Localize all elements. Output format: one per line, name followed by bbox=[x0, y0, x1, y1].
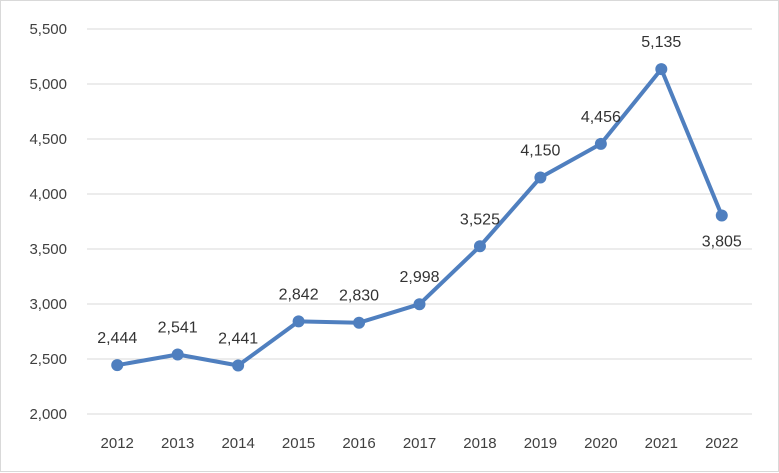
series-line bbox=[115, 67, 724, 368]
data-point bbox=[473, 240, 486, 253]
y-tick-label: 3,000 bbox=[29, 296, 67, 313]
data-point bbox=[292, 315, 305, 328]
data-label: 2,541 bbox=[158, 319, 198, 336]
data-point bbox=[655, 63, 668, 76]
x-tick-label: 2018 bbox=[463, 435, 496, 452]
data-point bbox=[413, 298, 426, 311]
y-tick-label: 5,500 bbox=[29, 21, 67, 38]
data-point bbox=[353, 316, 366, 329]
x-tick-label: 2022 bbox=[705, 435, 738, 452]
x-tick-label: 2021 bbox=[645, 435, 678, 452]
data-point bbox=[171, 348, 184, 361]
x-tick-label: 2020 bbox=[584, 435, 617, 452]
x-tick-label: 2012 bbox=[101, 435, 134, 452]
data-label: 3,805 bbox=[702, 233, 742, 250]
data-point bbox=[232, 359, 245, 372]
data-label: 2,830 bbox=[339, 288, 379, 305]
data-label: 4,456 bbox=[581, 109, 621, 126]
x-tick-label: 2015 bbox=[282, 435, 315, 452]
data-label: 2,998 bbox=[399, 269, 439, 286]
data-point bbox=[715, 209, 728, 222]
data-label: 5,135 bbox=[641, 34, 681, 51]
x-tick-label: 2017 bbox=[403, 435, 436, 452]
data-point bbox=[594, 137, 607, 150]
y-tick-label: 3,500 bbox=[29, 241, 67, 258]
data-label: 2,444 bbox=[97, 330, 137, 347]
x-tick-label: 2019 bbox=[524, 435, 557, 452]
data-label: 2,842 bbox=[279, 286, 319, 303]
data-point bbox=[111, 359, 124, 372]
y-tick-label: 4,500 bbox=[29, 131, 67, 148]
data-point bbox=[534, 171, 547, 184]
y-tick-label: 4,000 bbox=[29, 186, 67, 203]
x-tick-label: 2013 bbox=[161, 435, 194, 452]
y-tick-label: 2,500 bbox=[29, 351, 67, 368]
data-label: 2,441 bbox=[218, 330, 258, 347]
y-tick-label: 5,000 bbox=[29, 76, 67, 93]
y-tick-label: 2,000 bbox=[29, 406, 67, 423]
data-label: 3,525 bbox=[460, 211, 500, 228]
x-tick-label: 2016 bbox=[342, 435, 375, 452]
x-tick-label: 2014 bbox=[221, 435, 254, 452]
data-label: 4,150 bbox=[520, 143, 560, 160]
